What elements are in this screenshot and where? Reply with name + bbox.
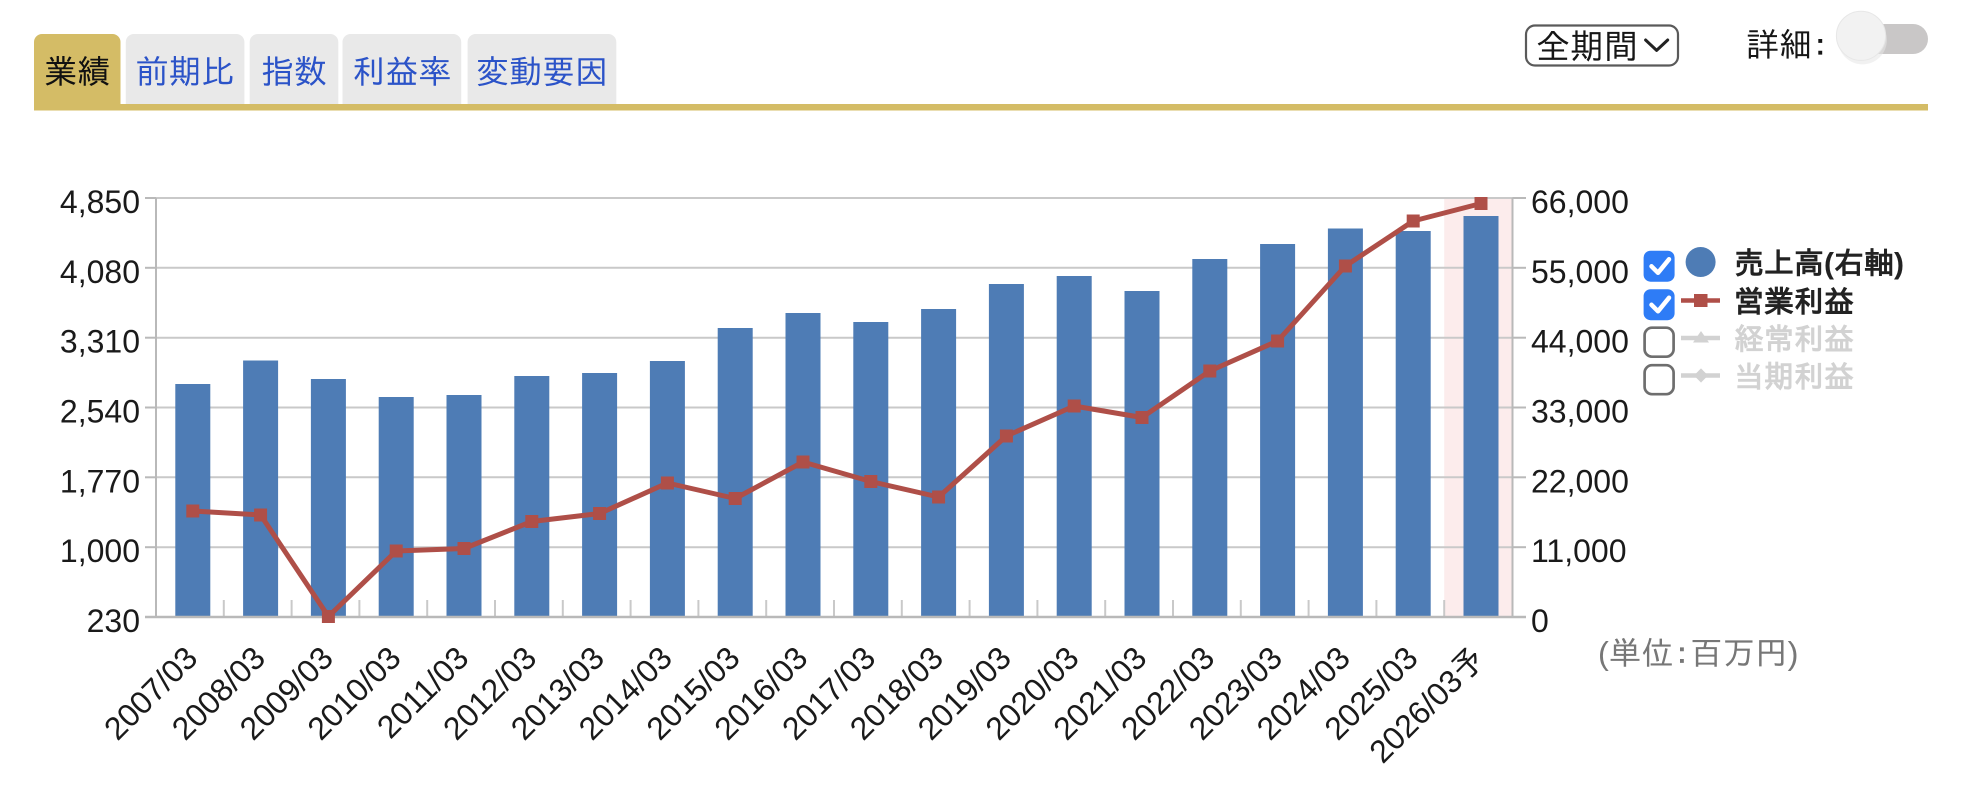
svg-text:4,850: 4,850 <box>60 184 140 220</box>
svg-text:(: ( <box>1598 636 1609 672</box>
svg-text:0: 0 <box>1531 603 1549 639</box>
svg-text:): ) <box>1788 636 1799 672</box>
svg-text:66,000: 66,000 <box>1531 184 1629 220</box>
svg-text:2,540: 2,540 <box>60 394 140 430</box>
svg-text:(: ( <box>1824 248 1834 281</box>
svg-text:3,310: 3,310 <box>60 324 140 360</box>
svg-text:): ) <box>1894 248 1904 281</box>
svg-text:230: 230 <box>87 603 140 639</box>
svg-text:33,000: 33,000 <box>1531 394 1629 430</box>
svg-text:4,080: 4,080 <box>60 254 140 290</box>
svg-text:1,770: 1,770 <box>60 463 140 499</box>
svg-text:11,000: 11,000 <box>1531 533 1627 569</box>
svg-text:1,000: 1,000 <box>60 533 140 569</box>
svg-text:55,000: 55,000 <box>1531 254 1629 290</box>
svg-text:22,000: 22,000 <box>1531 463 1629 499</box>
svg-text:44,000: 44,000 <box>1531 324 1629 360</box>
